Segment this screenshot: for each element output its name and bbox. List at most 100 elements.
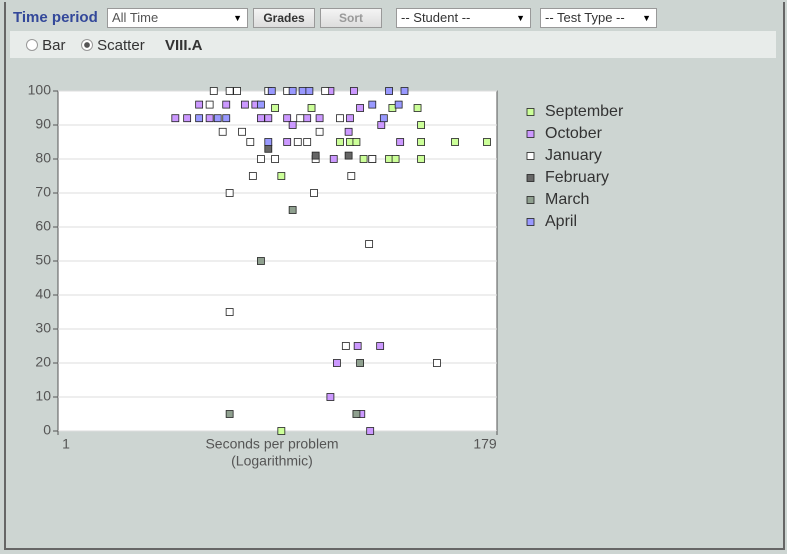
frame [4,2,785,550]
bar-radio[interactable]: Bar [26,37,66,54]
time-period-select[interactable]: All Time [107,8,248,28]
scatter-point [296,114,305,123]
scatter-point [385,87,393,95]
scatter-point [315,114,324,123]
y-tick-label: 40 [35,286,51,302]
scatter-point [344,151,353,160]
scatter-point [376,342,385,350]
sort-button[interactable]: Sort [320,8,382,28]
scatter-point [288,206,297,214]
scatter-point [356,359,364,367]
scatter-point [271,104,279,112]
scatter-point [288,121,297,129]
scatter-point [359,155,368,163]
scatter-point [233,87,241,95]
y-tick-label: 90 [35,116,51,132]
scatter-point [183,114,192,123]
scatter-point [385,155,393,163]
scatter-radio[interactable]: Scatter [81,37,145,54]
scatter-point [391,155,400,163]
x-axis-note: (Logarithmic) [231,453,313,469]
scatter-point [248,172,257,180]
scatter-point [366,427,375,435]
scatter-point [257,155,265,163]
scatter-point [346,138,354,146]
scatter-point [451,138,459,146]
scatter-point [353,342,362,350]
test-type-select[interactable]: -- Test Type -- [540,8,657,28]
scatter-point [341,342,350,350]
time-period-label: Time period [13,9,98,26]
scatter-point [277,172,286,180]
scatter-point [433,359,441,367]
legend-swatch [526,152,535,160]
y-tick-label: 10 [35,388,51,404]
scatter-point [336,114,344,123]
x-axis-label: Seconds per problem [205,436,338,452]
y-tick-label: 20 [35,354,51,370]
legend-swatch [526,174,535,182]
x-tick-label: 1 [62,436,70,452]
scatter-radio-label: Scatter [97,37,145,54]
legend-swatch [526,108,535,116]
scatter-point [321,87,330,95]
group-label: VIII.A [165,37,203,54]
scatter-point [271,155,279,163]
scatter-point [264,114,273,123]
scatter-point [333,359,341,367]
scatter-point [205,100,214,109]
x-tick-label: 179 [473,436,497,452]
scatter-point [225,87,234,95]
legend-label: September [545,103,624,120]
scatter-point [329,155,338,163]
bar-radio-label: Bar [42,37,66,54]
scatter-point [326,393,335,401]
scatter-point [283,114,292,123]
scatter-point [246,138,255,146]
scatter-point [264,144,273,153]
scatter-point [238,127,246,136]
scatter-point [222,114,231,123]
scatter-point [417,121,425,129]
scatter-point [222,100,231,109]
y-tick-label: 60 [35,218,51,234]
scatter-point [336,138,344,146]
scatter-point [303,138,312,146]
scatter-point [307,104,316,112]
legend-swatch [526,218,535,226]
scatter-point [298,87,307,95]
scatter-point [257,257,265,265]
scatter-point [311,151,320,160]
scatter-point [417,155,425,163]
scatter-point [277,427,286,435]
scatter-point [377,121,386,129]
scatter-point [368,100,377,109]
scatter-point [225,308,234,316]
scatter-point [394,100,403,109]
scatter-point [225,189,234,197]
scatter-point [283,138,292,146]
scatter-point [310,189,318,197]
scatter-point [315,127,324,136]
legend-label: October [545,125,603,142]
y-tick-label: 100 [28,82,52,98]
scatter-point [267,87,276,95]
scatter-point [413,104,422,112]
scatter-point [257,114,265,123]
scatter-point [379,114,388,123]
scatter-point [213,114,222,123]
scatter-point [195,114,204,123]
legend-swatch [526,196,535,204]
scatter-point [352,410,361,418]
legend-label: February [545,169,609,186]
scatter-point [346,114,354,123]
scatter-point [417,138,425,146]
scatter-point [352,138,361,146]
student-select[interactable]: -- Student -- [396,8,531,28]
scatter-point [225,410,234,418]
scatter-point [293,138,302,146]
scatter-point [344,127,353,136]
scatter-point [350,87,358,95]
grades-button[interactable]: Grades [253,8,315,28]
